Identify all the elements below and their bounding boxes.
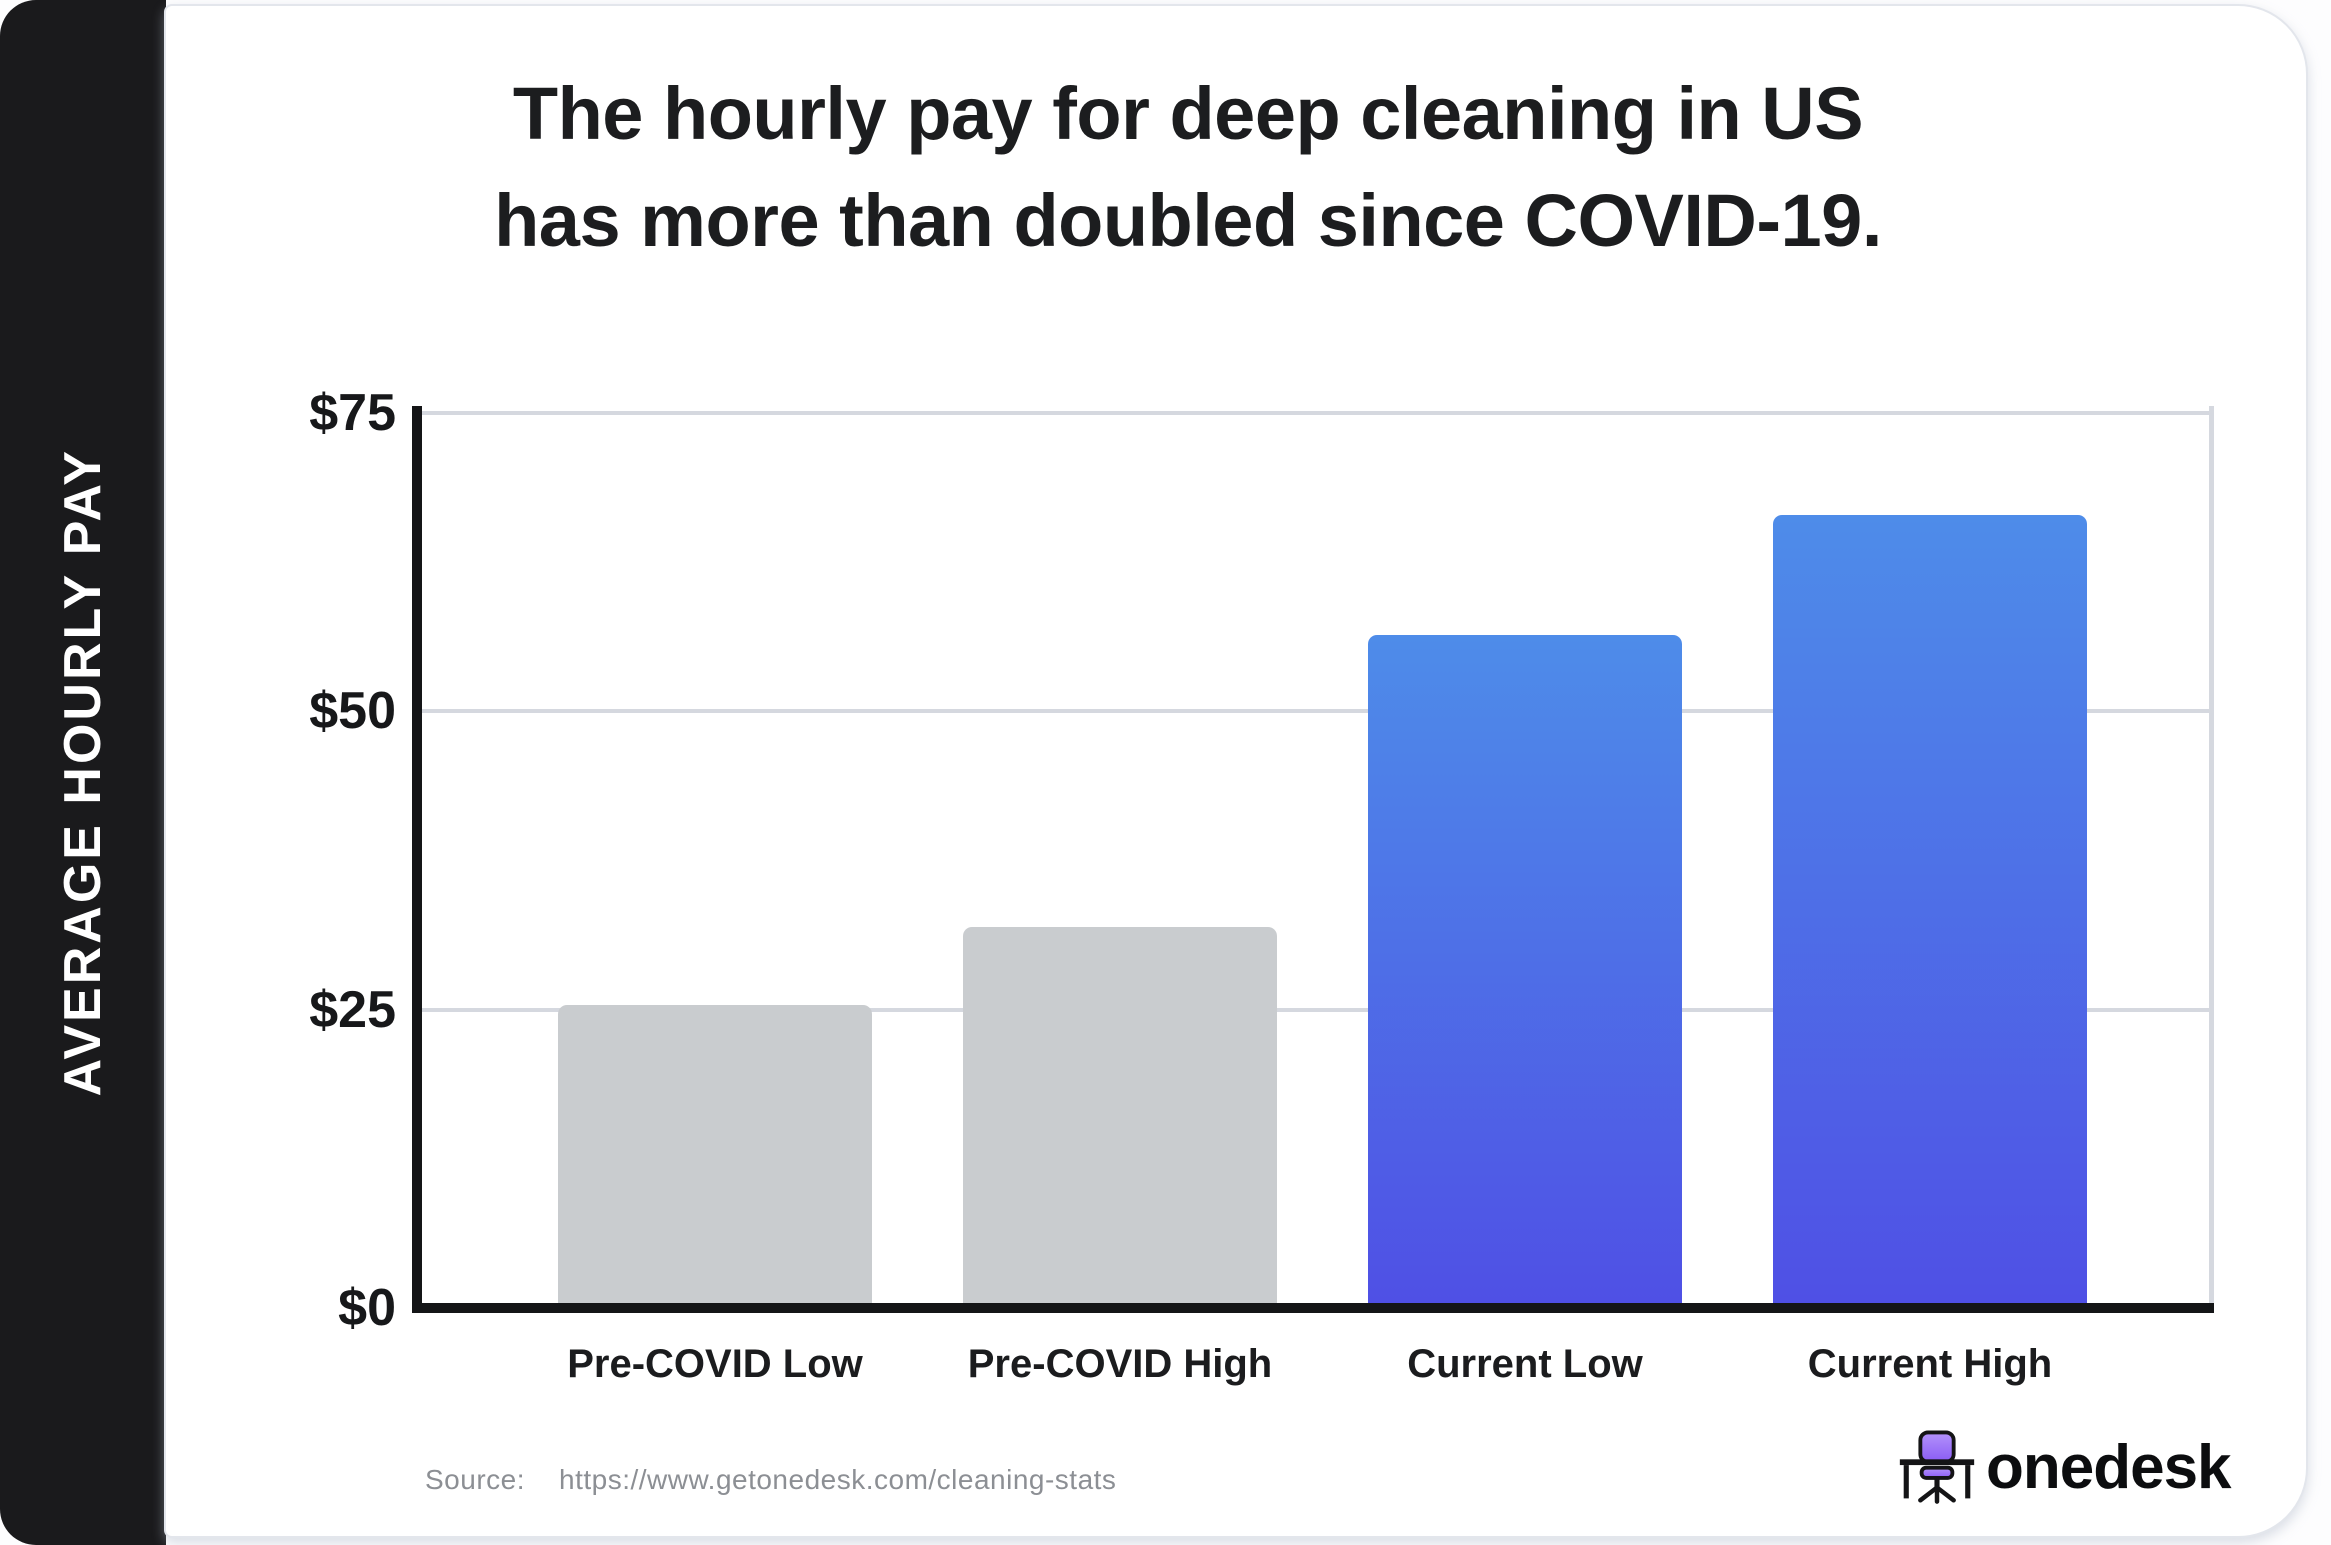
y-tick-label: $50 — [309, 682, 396, 741]
left-dark-panel: AVERAGE HOURLY PAY — [0, 0, 166, 1545]
brand-logo: onedesk — [1896, 1426, 2232, 1508]
x-axis-label: Pre-COVID Low — [567, 1342, 863, 1386]
chart-title-line-2: has more than doubled since COVID-19. — [494, 179, 1882, 262]
desk-chair-icon — [1899, 1430, 1975, 1504]
brand-name: onedesk — [1986, 1432, 2232, 1502]
chart-title-line-1: The hourly pay for deep cleaning in US — [512, 72, 1864, 155]
x-axis-label: Current Low — [1407, 1342, 1643, 1386]
x-axis-label: Pre-COVID High — [967, 1342, 1273, 1386]
gridline-50 — [412, 709, 2214, 714]
bar-current-low — [1368, 635, 1682, 1303]
x-axis-label: Current High — [1807, 1342, 2053, 1386]
source-label: Source: — [425, 1464, 525, 1495]
y-tick-label: $25 — [309, 980, 396, 1039]
y-axis-line — [412, 406, 422, 1313]
gridline-25 — [412, 1007, 2214, 1012]
y-tick-label: $0 — [338, 1279, 396, 1337]
chart-title: The hourly pay for deep cleaning in US h… — [166, 60, 2210, 274]
y-tick-label: $75 — [309, 384, 396, 442]
bar-pre-covid-low — [558, 1005, 872, 1303]
source-url: https://www.getonedesk.com/cleaning-stat… — [559, 1464, 1117, 1495]
x-axis-line — [412, 1303, 2214, 1313]
bar-current-high — [1773, 515, 2087, 1303]
bar-pre-covid-high — [963, 927, 1277, 1303]
source-row: Source: https://www.getonedesk.com/clean… — [425, 1464, 1116, 1496]
plot-right-border — [2209, 406, 2214, 1303]
gridline-75 — [412, 411, 2214, 415]
